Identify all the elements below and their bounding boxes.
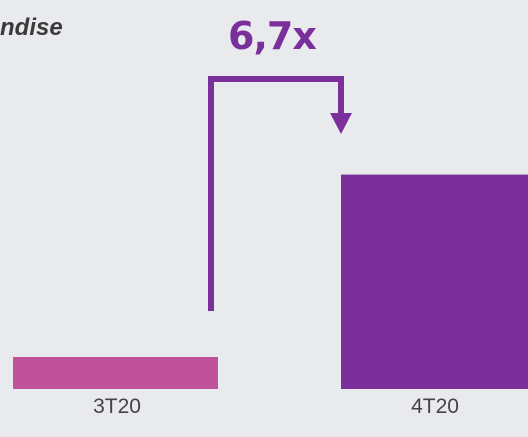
tick-label-4t20: 4T20 — [411, 395, 459, 418]
growth-arrow — [208, 76, 352, 311]
chart-title: ndise — [0, 14, 63, 41]
tick-label-3t20: 3T20 — [93, 395, 141, 418]
bars-group — [13, 174, 528, 389]
bar-4t20 — [341, 174, 528, 389]
growth-annotation: 6,7x — [228, 14, 317, 58]
growth-arrow-head — [330, 113, 352, 134]
bar-3t20 — [13, 357, 218, 389]
growth-arrow-line — [208, 76, 344, 311]
